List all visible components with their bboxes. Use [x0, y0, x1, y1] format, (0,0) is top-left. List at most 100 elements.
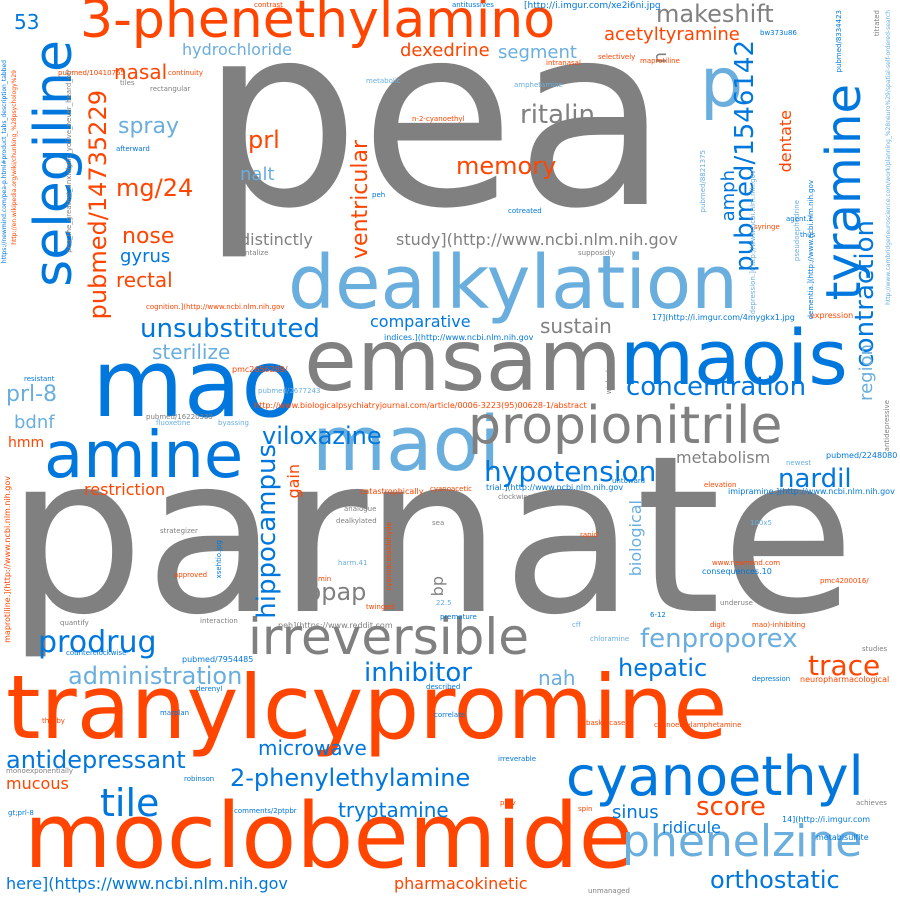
word-segment: segment: [498, 42, 577, 63]
word-tile: tile: [100, 781, 160, 825]
word-hippocampus: hippocampus: [252, 444, 282, 619]
word-maprotiline: maprotiline: [640, 57, 680, 65]
word-cotreated: cotreated: [508, 207, 542, 215]
word-gt-prl-8: gt;prl-8: [8, 809, 34, 817]
word-twinged: twinged: [366, 603, 395, 611]
word-maprotiline-link: maprotiline.](http://www.ncbi.nlm.nih.go…: [3, 476, 12, 643]
word-prodrug: prodrug: [38, 625, 157, 660]
word-interaction: interaction: [200, 617, 238, 625]
word-bpap: bpap: [306, 578, 367, 606]
word-hydrochloride: hydrochloride: [182, 40, 292, 59]
word-emsam: emsam: [304, 311, 622, 411]
word-depression: depression: [752, 675, 791, 683]
word-byassing: byassing: [218, 419, 249, 427]
word-tiles: tiles: [120, 79, 135, 87]
word-metabolism: metabolism: [676, 448, 771, 467]
word-dealkylation: dealkylation: [288, 240, 739, 326]
word-clockwise: clockwise: [498, 493, 532, 501]
word-memory: memory: [456, 152, 557, 180]
word-antidepressant: antidepressant: [6, 746, 186, 774]
word-6-12: 6-12: [650, 611, 666, 619]
word-correlate: correlate: [434, 711, 466, 719]
word-concentration: concentration: [626, 372, 807, 402]
word-irreverable: irreverable: [498, 755, 537, 763]
word-imipramine: imipramine.](http://www.ncbi.nlm.nih.gov: [728, 487, 895, 496]
word-nah: nah: [538, 666, 576, 690]
word-3-phenethylamino: 3-phenethylamino: [80, 0, 556, 50]
word-makeshift: makeshift: [656, 0, 774, 28]
word-supposidly: supposidly: [578, 249, 616, 257]
word-sustain: sustain: [540, 314, 612, 338]
word-p: p: [700, 44, 744, 123]
word-acetyltyramine: acetyltyramine: [604, 24, 740, 45]
word-2-phenylethylamine: 2-phenylethylamine: [230, 764, 471, 792]
word-hmm: hmm: [8, 435, 45, 451]
word-hypotension: hypotension: [484, 455, 657, 488]
word-contrast: contrast: [254, 1, 283, 9]
word-antidepressive: antidepressive: [883, 400, 891, 452]
word-peh: peh: [372, 191, 386, 199]
word-wikipedia-link: http://en.wikipedia.org/wiki/chunking_%2…: [11, 70, 18, 245]
word-metabisulfite: metabisulfite: [816, 833, 869, 842]
word-region: region: [856, 344, 877, 401]
word-achieves: achieves: [856, 799, 887, 807]
word-basketcase: basketcase: [586, 719, 626, 727]
word-nalt: nalt: [240, 164, 275, 185]
word-nardil: nardil: [778, 464, 852, 494]
word-monoexponentially: monoexponentially: [6, 767, 74, 775]
word-pubmed-16220339: pubmed/16220339: [146, 413, 213, 421]
word-amphetamine: amphetamine: [514, 81, 563, 89]
word-therby: therby: [42, 717, 65, 725]
word-pea: pea: [200, 0, 670, 264]
word-phenelzine: phenelzine: [622, 816, 863, 867]
word-wicked: wicked: [605, 370, 613, 395]
word-pubmed-8334423: pubmed/8334423: [835, 10, 843, 73]
word-neuropharmacological: neuropharmacological: [800, 675, 890, 684]
word-prev: prev: [500, 799, 516, 807]
word-prl: prl: [248, 126, 280, 154]
word-thus: thus: [800, 231, 816, 239]
word-approved: approved: [174, 571, 208, 579]
word-pmc4200016: pmc4200016/: [820, 577, 869, 585]
word-derenyl: derenyl: [196, 685, 223, 693]
word-100x5: 100x5: [750, 519, 772, 527]
word-agent-1: agent.1: [786, 215, 813, 223]
word-antitussives: antitussives: [452, 1, 494, 9]
word-cff: cff: [572, 621, 581, 629]
word-distinctly: distinctly: [240, 230, 313, 249]
word-mucous: mucous: [6, 774, 69, 793]
word-resistant: resistant: [24, 375, 55, 383]
word-gyrus: gyrus: [120, 246, 171, 267]
word-rectal: rectal: [116, 268, 173, 292]
word-spray: spray: [118, 114, 179, 139]
word-cyanoethylamphetamine: cyanoethylamphetamine: [654, 721, 742, 729]
word-restriction: restriction: [84, 480, 166, 499]
word-quantify: quantify: [60, 619, 89, 627]
word-unmanaged: unmanaged: [588, 887, 630, 895]
word-pharmacokinetic: pharmacokinetic: [394, 874, 528, 893]
word-ritalin: ritalin: [520, 100, 595, 130]
word-rapid: rapid: [580, 531, 598, 539]
word-inhibitor: inhibitor: [364, 658, 472, 688]
word-expression: expression: [810, 311, 854, 320]
word-maoi: maoi: [312, 399, 501, 488]
word-moclobemide: moclobemide: [24, 784, 634, 889]
word-pmc2656289: pmc2656289/: [232, 365, 288, 374]
word-robinson: robinson: [184, 775, 215, 783]
word-newmind: www.newmind.com: [712, 559, 781, 567]
word-afterward: afterward: [116, 145, 150, 153]
word-pubmed-7954485: pubmed/7954485: [182, 655, 254, 664]
word-described: described: [426, 683, 461, 691]
word-maois: maois: [620, 313, 848, 402]
word-parnate: parnate: [6, 410, 856, 663]
word-score: score: [696, 792, 766, 822]
word-intranasal: intranasal: [546, 59, 581, 67]
word-ventricular: ventricular: [348, 140, 373, 259]
word-premature: premature: [440, 613, 477, 621]
word-depression-link: depression.](http://www.ncbi.nlm.nih.gov: [749, 170, 757, 315]
word-dementia-link: dementia.](http://www.ncbi.nlm.nih.gov: [807, 180, 815, 320]
word-pubmed-8821375: pubmed/8821375: [699, 150, 707, 213]
word-rectangular: rectangular: [150, 85, 191, 93]
word-pubmed-2677243: pubmed/2677243: [258, 387, 321, 395]
